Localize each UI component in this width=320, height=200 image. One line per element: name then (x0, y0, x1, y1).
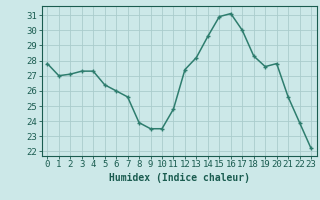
X-axis label: Humidex (Indice chaleur): Humidex (Indice chaleur) (109, 173, 250, 183)
